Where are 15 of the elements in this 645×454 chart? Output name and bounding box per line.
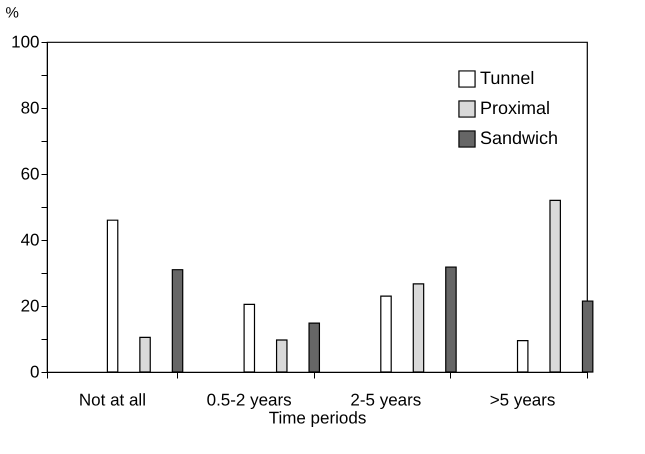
- y-tick-label: 0: [30, 362, 40, 382]
- y-tick-label: 60: [20, 164, 40, 184]
- legend-label: Proximal: [480, 98, 550, 118]
- x-tick-label: >5 years: [490, 390, 556, 410]
- y-tick-label: 20: [20, 296, 40, 316]
- y-tick-label: 100: [11, 32, 40, 52]
- y-tick-label: 80: [20, 98, 40, 118]
- y-axis-title: %: [6, 4, 19, 22]
- legend-label: Sandwich: [480, 128, 558, 148]
- x-tick-label: 2-5 years: [350, 390, 422, 410]
- y-tick-label: 40: [20, 230, 40, 250]
- x-axis-title: Time periods: [268, 408, 366, 428]
- x-tick-label: Not at all: [78, 390, 146, 410]
- legend-label: Tunnel: [480, 68, 534, 88]
- x-tick-label: 0.5-2 years: [206, 390, 292, 410]
